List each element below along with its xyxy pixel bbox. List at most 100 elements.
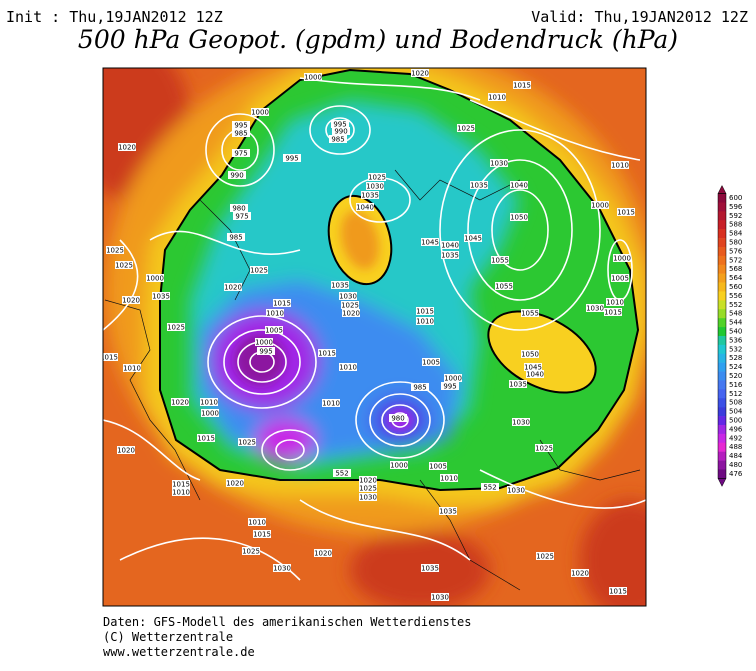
- map-title: 500 hPa Geopot. (gpdm) und Bodendruck (h…: [78, 25, 678, 54]
- isobar-label: 995: [234, 122, 247, 130]
- isobar-label-bg: [227, 233, 245, 241]
- colorbar-label: 548: [729, 310, 742, 318]
- isobar-label: 985: [234, 130, 247, 138]
- isobar-label: 1020: [117, 447, 135, 455]
- isobar-label: 1020: [122, 297, 140, 305]
- isobar-label-bg: [470, 181, 488, 189]
- isobar-label: 1015: [609, 588, 627, 596]
- isobar-label-bg: [339, 292, 357, 300]
- isobar-label: 975: [235, 213, 248, 221]
- isobar-label: 985: [229, 234, 242, 242]
- isobar-label: 1000: [146, 275, 164, 283]
- isobar-label-bg: [171, 398, 189, 406]
- isobar-label: 1045: [421, 239, 439, 247]
- isobar-label-bg: [242, 547, 260, 555]
- isobar-label-bg: [421, 564, 439, 572]
- isobar-label: 980: [232, 205, 245, 213]
- isobar-label: 1000: [591, 202, 609, 210]
- colorbar-label: 528: [729, 354, 742, 362]
- colorbar-label: 516: [729, 381, 743, 389]
- colorbar-label: 508: [729, 399, 742, 407]
- colorbar-swatch: [718, 398, 726, 408]
- isobar-label: 1015: [416, 308, 434, 316]
- isobar-label: 1015: [617, 209, 635, 217]
- isobar-label: 1050: [510, 214, 528, 222]
- colorbar-label: 564: [729, 274, 743, 282]
- colorbar-swatch: [718, 362, 726, 372]
- isobar-label: 1000: [613, 255, 631, 263]
- isobar-label-bg: [122, 296, 140, 304]
- colorbar-label: 580: [729, 239, 742, 247]
- isobar-label: 1010: [248, 519, 266, 527]
- isobar-label-bg: [361, 191, 379, 199]
- colorbar-swatch: [718, 273, 726, 283]
- isobar-label-bg: [439, 507, 457, 515]
- isobar-label: 1020: [314, 550, 332, 558]
- isobar-label: 995: [443, 383, 456, 391]
- isobar-label-bg: [444, 374, 462, 382]
- colorbar-swatch: [718, 344, 726, 355]
- isobar-label-bg: [232, 121, 250, 129]
- isobar-label-bg: [441, 251, 459, 259]
- colorbar-swatch: [718, 309, 726, 319]
- isobar-label-bg: [266, 309, 284, 317]
- isobar-label: 1025: [536, 553, 554, 561]
- colorbar-label: 492: [729, 434, 742, 442]
- isobar-label: 1035: [441, 252, 459, 260]
- colorbar: 6005965925885845805765725685645605565525…: [717, 184, 743, 487]
- isobar-label: 995: [285, 155, 298, 163]
- isobar-label: 980: [391, 415, 404, 423]
- colorbar-label: 532: [729, 345, 742, 353]
- colorbar-label: 552: [729, 301, 742, 309]
- isobar-label: 1005: [429, 463, 447, 471]
- isobar-label: 1040: [510, 182, 528, 190]
- isobar-label-bg: [521, 309, 539, 317]
- isobar-label: 1035: [439, 508, 457, 516]
- isobar-label: 1020: [342, 310, 360, 318]
- isobar-label: 1040: [526, 371, 544, 379]
- isobar-label-bg: [230, 204, 248, 212]
- isobar-label-bg: [512, 418, 530, 426]
- isobar-label: 1035: [331, 282, 349, 290]
- isobar-label: 985: [413, 384, 426, 392]
- isobar-label-bg: [535, 444, 553, 452]
- isobar-label-bg: [359, 484, 377, 492]
- isobar-label: 1010: [339, 364, 357, 372]
- isobar-label-bg: [606, 298, 624, 306]
- colorbar-label: 588: [729, 221, 742, 229]
- isobar-label: 1035: [470, 182, 488, 190]
- isobar-label: 1015: [318, 350, 336, 358]
- isobar-label-bg: [356, 203, 374, 211]
- isobar-label-bg: [429, 462, 447, 470]
- isobar-label: 1000: [390, 462, 408, 470]
- isobar-label-bg: [586, 304, 604, 312]
- isobar-label-bg: [322, 399, 340, 407]
- isobar-label-bg: [228, 171, 246, 179]
- isobar-label-bg: [103, 353, 118, 361]
- isobar-label: 1025: [167, 324, 185, 332]
- colorbar-swatch: [718, 335, 726, 346]
- isobar-label-bg: [488, 93, 506, 101]
- isobar-label-bg: [441, 382, 459, 390]
- isobar-label-bg: [197, 434, 215, 442]
- isobar-label-bg: [201, 409, 219, 417]
- colorbar-swatch: [718, 282, 726, 292]
- isobar-label: 1025: [368, 174, 386, 182]
- isobar-label-bg: [457, 124, 475, 132]
- isobar-label: 1015: [172, 481, 190, 489]
- isobar-label-bg: [416, 307, 434, 315]
- colorbar-label: 584: [729, 230, 743, 238]
- isobar-label: 1010: [200, 399, 218, 407]
- colorbar-label: 512: [729, 390, 742, 398]
- colorbar-label: 504: [729, 408, 743, 416]
- isobar-label-bg: [118, 143, 136, 151]
- colorbar-label: 596: [729, 203, 743, 211]
- isobar-label-bg: [232, 149, 250, 157]
- isobar-label-bg: [146, 274, 164, 282]
- isobar-label: 1035: [509, 381, 527, 389]
- colorbar-swatch: [718, 211, 726, 221]
- isobar-label-bg: [495, 282, 513, 290]
- isobar-label: 995: [259, 348, 272, 356]
- isobar-label-bg: [507, 486, 525, 494]
- isobar-label-bg: [464, 234, 482, 242]
